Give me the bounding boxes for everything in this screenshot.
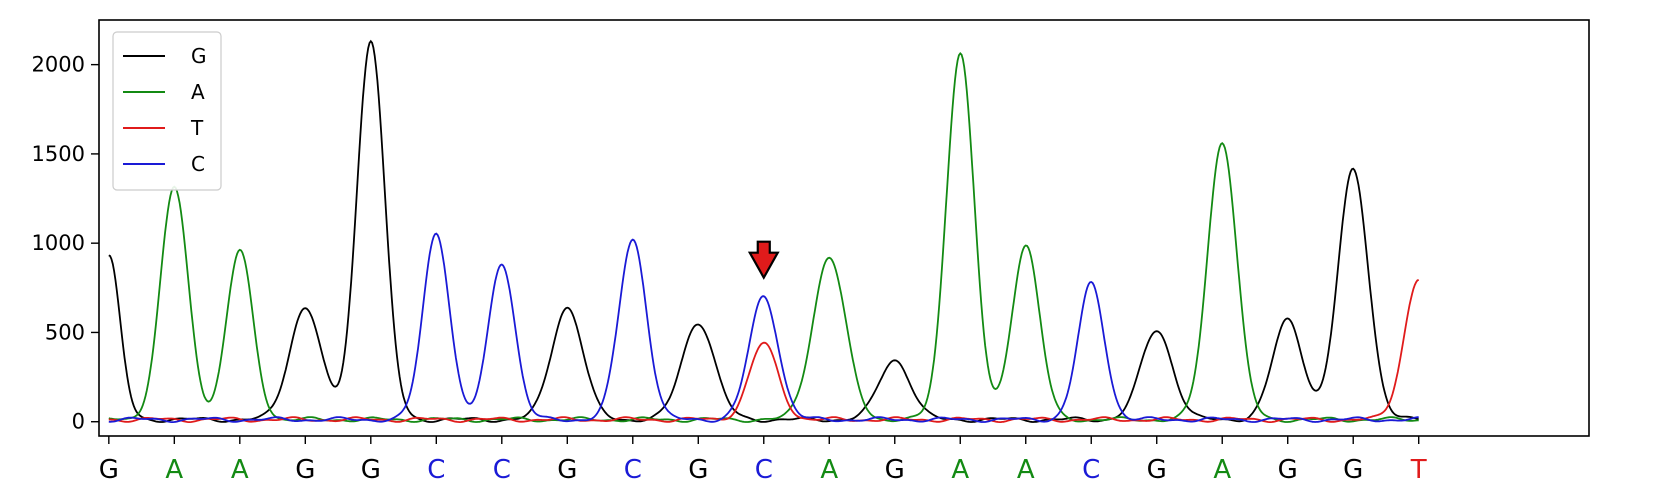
y-tick-label: 2000 <box>32 53 85 77</box>
trace-lines <box>108 39 1420 424</box>
base-call-A: A <box>951 455 969 485</box>
mutation-arrow-icon <box>747 240 780 280</box>
legend-label-T: T <box>190 116 204 140</box>
base-call-G: G <box>99 455 119 485</box>
base-call-A: A <box>1213 455 1231 485</box>
base-call-A: A <box>820 455 838 485</box>
base-call-G: G <box>295 455 315 485</box>
y-tick-label: 0 <box>72 410 85 434</box>
base-call-G: G <box>885 455 905 485</box>
trace-C <box>108 232 1419 424</box>
base-call-G: G <box>1343 455 1363 485</box>
base-call-G: G <box>1278 455 1298 485</box>
base-call-T: T <box>1410 455 1427 485</box>
base-call-C: C <box>1082 455 1100 485</box>
base-call-G: G <box>688 455 708 485</box>
base-call-C: C <box>427 455 445 485</box>
base-call-G: G <box>361 455 381 485</box>
base-call-A: A <box>231 455 249 485</box>
base-call-C: C <box>493 455 511 485</box>
y-tick-label: 500 <box>45 320 85 344</box>
base-call-C: C <box>755 455 773 485</box>
base-call-G: G <box>1147 455 1167 485</box>
base-call-C: C <box>624 455 642 485</box>
y-tick-label: 1000 <box>32 231 85 255</box>
plot-frame <box>98 19 1590 437</box>
y-axis: 0 500 1000 1500 2000 <box>32 53 99 434</box>
y-tick-label: 1500 <box>32 142 85 166</box>
base-call-A: A <box>1017 455 1035 485</box>
legend-label-C: C <box>191 152 205 176</box>
legend-box <box>112 31 222 191</box>
base-call-G: G <box>557 455 577 485</box>
base-call-A: A <box>165 455 183 485</box>
legend-label-A: A <box>191 80 205 104</box>
annotations <box>747 240 780 280</box>
legend-label-G: G <box>191 44 207 68</box>
trace-G <box>108 39 1419 423</box>
